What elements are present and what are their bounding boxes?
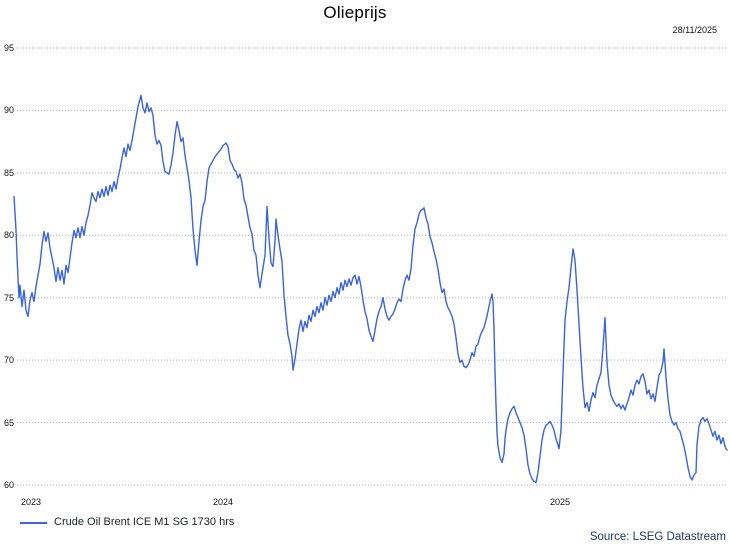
- chart-date-label: 28/11/2025: [672, 25, 717, 35]
- y-axis-label: 65: [3, 417, 14, 428]
- y-axis-label: 95: [3, 43, 14, 53]
- y-axis-label: 75: [3, 292, 14, 303]
- price-series-line: [13, 94, 728, 484]
- y-axis-label: 80: [3, 230, 14, 241]
- y-axis-label: 90: [3, 105, 14, 116]
- chart-title: Olieprijs: [323, 3, 387, 22]
- legend: Crude Oil Brent ICE M1 SG 1730 hrs: [20, 515, 234, 529]
- source-attribution: Source: LSEG Datastream: [589, 531, 726, 543]
- y-axis-label: 85: [3, 167, 14, 178]
- x-axis-label: 2025: [549, 497, 571, 507]
- x-axis-label: 2024: [212, 497, 234, 507]
- y-axis-label: 60: [3, 479, 14, 490]
- x-axis-label: 2023: [20, 497, 42, 507]
- legend-line-swatch: [20, 521, 47, 524]
- y-axis-label: 70: [3, 355, 14, 366]
- legend-series-label: Crude Oil Brent ICE M1 SG 1730 hrs: [54, 516, 235, 528]
